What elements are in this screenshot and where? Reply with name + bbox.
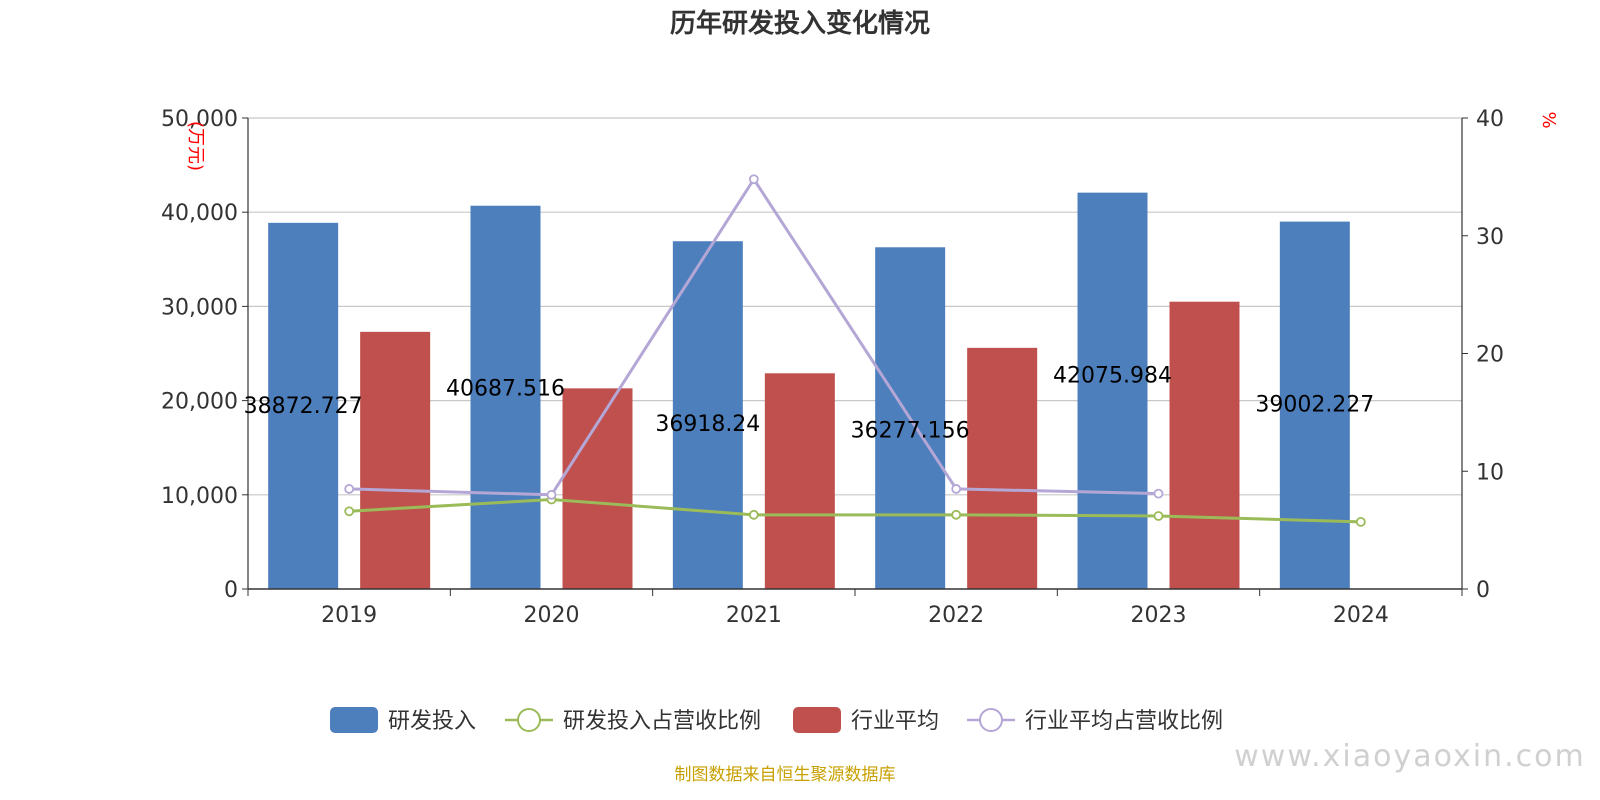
chart-title: 历年研发投入变化情况 bbox=[670, 8, 930, 39]
bar-data-label: 40687.516 bbox=[446, 377, 565, 402]
point-industry-ratio bbox=[748, 174, 759, 185]
bar-industry-average bbox=[764, 373, 835, 589]
legend-swatch-marker bbox=[979, 708, 1003, 732]
y-right-unit: % bbox=[1538, 111, 1559, 128]
point-industry-ratio bbox=[344, 484, 355, 494]
y-left-tick-label: 30,000 bbox=[161, 295, 238, 320]
point-rd-ratio bbox=[344, 506, 355, 517]
bar-rd-investment bbox=[1279, 221, 1350, 590]
point-rd-ratio bbox=[1355, 516, 1366, 527]
x-tick-label: 2022 bbox=[928, 603, 984, 628]
legend-label: 研发投入 bbox=[388, 709, 476, 734]
bar-data-label: 36918.24 bbox=[655, 412, 760, 437]
legend-label: 行业平均占营收比例 bbox=[1025, 709, 1223, 734]
bar-data-label: 36277.156 bbox=[851, 418, 970, 443]
point-rd-ratio bbox=[748, 509, 759, 520]
y-right-tick-label: 20 bbox=[1476, 343, 1504, 368]
bar-industry-average bbox=[360, 331, 431, 589]
y-right-tick-label: 30 bbox=[1476, 225, 1504, 250]
point-industry-ratio bbox=[546, 489, 557, 500]
point-rd-ratio bbox=[951, 509, 962, 520]
bar-industry-average bbox=[967, 347, 1038, 589]
y-right-tick-label: 0 bbox=[1476, 578, 1490, 603]
y-left-unit: (万元) bbox=[185, 121, 206, 171]
y-left-tick-label: 20,000 bbox=[161, 390, 238, 415]
legend-swatch-bar bbox=[793, 707, 841, 733]
bar-data-label: 39002.227 bbox=[1255, 393, 1374, 418]
data-source-note: 制图数据来自恒生聚源数据库 bbox=[675, 765, 896, 785]
line-rd-ratio bbox=[349, 498, 1361, 524]
bar-data-label: 42075.984 bbox=[1053, 364, 1172, 389]
y-right-tick-label: 10 bbox=[1476, 460, 1504, 485]
y-right-tick-label: 40 bbox=[1476, 107, 1504, 132]
bar-industry-average bbox=[1169, 301, 1240, 589]
point-rd-ratio bbox=[1153, 511, 1164, 521]
legend-swatch-bar bbox=[330, 707, 378, 733]
x-tick-label: 2020 bbox=[524, 603, 580, 628]
bar-rd-investment bbox=[1077, 192, 1148, 589]
y-left-tick-label: 10,000 bbox=[161, 484, 238, 509]
bar-rd-investment bbox=[470, 205, 541, 589]
watermark: www.xiaoyaoxin.com bbox=[1234, 739, 1586, 774]
legend-swatch-marker bbox=[517, 708, 541, 732]
legend-label: 研发投入占营收比例 bbox=[563, 709, 761, 734]
bar-industry-average bbox=[562, 388, 633, 589]
bar-rd-investment bbox=[268, 222, 339, 589]
x-tick-label: 2021 bbox=[726, 603, 782, 628]
x-tick-label: 2023 bbox=[1131, 603, 1187, 628]
x-tick-label: 2019 bbox=[321, 603, 377, 628]
x-tick-label: 2024 bbox=[1333, 603, 1389, 628]
y-left-tick-label: 50,000 bbox=[161, 107, 238, 132]
bar-data-label: 38872.727 bbox=[244, 394, 363, 419]
bar-rd-investment bbox=[672, 241, 743, 590]
y-left-tick-label: 0 bbox=[224, 578, 238, 603]
y-left-tick-label: 40,000 bbox=[161, 201, 238, 226]
legend-label: 行业平均 bbox=[851, 709, 939, 734]
point-industry-ratio bbox=[951, 484, 962, 494]
point-industry-ratio bbox=[1153, 488, 1164, 499]
